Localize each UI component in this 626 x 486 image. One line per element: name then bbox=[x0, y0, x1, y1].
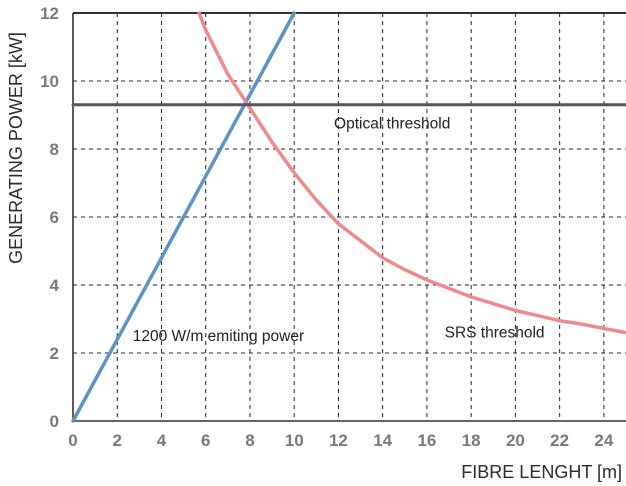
y-tick-2: 2 bbox=[50, 344, 59, 363]
annotation-1: 1200 W/m emiting power bbox=[133, 328, 304, 345]
annotation-0: Optical threshold bbox=[334, 116, 450, 133]
plot-frame bbox=[72, 12, 626, 422]
y-axis-label: GENERATING POWER [kW] bbox=[6, 32, 26, 264]
x-tick-0: 0 bbox=[68, 431, 77, 450]
x-tick-2: 2 bbox=[113, 431, 122, 450]
y-tick-0: 0 bbox=[50, 412, 59, 431]
y-tick-6: 6 bbox=[50, 208, 59, 227]
y-tick-4: 4 bbox=[50, 276, 60, 295]
series-line-0 bbox=[71, 11, 296, 423]
series-line-1 bbox=[197, 11, 626, 335]
series-layer bbox=[71, 11, 626, 423]
annotation-2: SRS threshold bbox=[445, 325, 545, 342]
y-tick-8: 8 bbox=[50, 140, 59, 159]
annotations: Optical threshold 1200 W/m emiting power S… bbox=[133, 116, 545, 346]
x-tick-10: 10 bbox=[285, 431, 304, 450]
x-tick-22: 22 bbox=[550, 431, 569, 450]
x-tick-24: 24 bbox=[594, 431, 613, 450]
x-tick-16: 16 bbox=[417, 431, 436, 450]
grid bbox=[73, 13, 626, 421]
x-tick-20: 20 bbox=[506, 431, 525, 450]
x-tick-12: 12 bbox=[329, 431, 348, 450]
x-tick-6: 6 bbox=[201, 431, 210, 450]
x-axis-label: FIBRE LENGHT [m] bbox=[461, 462, 622, 482]
y-tick-12: 12 bbox=[40, 4, 59, 23]
x-tick-8: 8 bbox=[245, 431, 254, 450]
y-tick-10: 10 bbox=[40, 72, 59, 91]
x-tick-4: 4 bbox=[157, 431, 167, 450]
x-tick-14: 14 bbox=[373, 431, 392, 450]
x-tick-18: 18 bbox=[462, 431, 481, 450]
